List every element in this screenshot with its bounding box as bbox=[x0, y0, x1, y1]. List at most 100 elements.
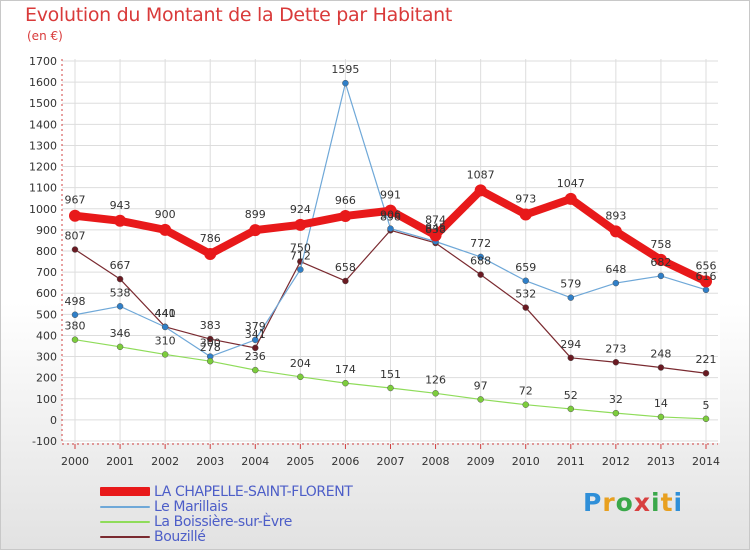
data-point bbox=[609, 225, 622, 238]
x-tick-label: 2010 bbox=[512, 455, 540, 468]
data-point bbox=[252, 336, 259, 344]
data-label: 838 bbox=[425, 223, 446, 236]
data-label: 151 bbox=[380, 368, 401, 381]
data-label: 380 bbox=[65, 320, 86, 333]
x-tick-label: 2007 bbox=[377, 455, 405, 468]
x-tick-label: 2004 bbox=[241, 455, 269, 468]
data-point bbox=[477, 271, 484, 278]
x-tick-label: 2014 bbox=[692, 455, 720, 468]
data-point bbox=[339, 209, 352, 222]
data-label: 5 bbox=[703, 399, 710, 412]
data-label: 310 bbox=[155, 334, 176, 347]
legend: LA CHAPELLE-SAINT-FLORENT Le Marillais L… bbox=[100, 484, 440, 545]
legend-swatch-le-marillais bbox=[100, 506, 150, 508]
data-point bbox=[161, 351, 169, 358]
logo-letter: P bbox=[583, 488, 603, 517]
data-label: 532 bbox=[515, 288, 536, 301]
proxiti-logo: Proxiti bbox=[583, 488, 683, 517]
legend-swatch-la-chapelle bbox=[100, 487, 150, 496]
data-label: 1595 bbox=[331, 63, 359, 76]
data-point bbox=[564, 192, 577, 205]
data-label: 758 bbox=[650, 238, 671, 251]
x-tick-label: 2012 bbox=[602, 455, 630, 468]
data-label: 498 bbox=[65, 295, 86, 308]
y-tick-label: 1600 bbox=[29, 76, 57, 89]
data-label: 845 bbox=[425, 222, 446, 235]
y-tick-label: 1300 bbox=[29, 139, 57, 152]
data-point bbox=[432, 390, 439, 397]
y-tick-label: 0 bbox=[50, 414, 57, 427]
data-label: 538 bbox=[110, 286, 131, 299]
x-tick-label: 2009 bbox=[467, 455, 495, 468]
x-tick-label: 2003 bbox=[196, 455, 224, 468]
data-point bbox=[342, 277, 349, 285]
data-point bbox=[249, 224, 262, 237]
legend-label-la-chapelle: LA CHAPELLE-SAINT-FLORENT bbox=[154, 484, 353, 500]
data-point bbox=[429, 229, 442, 242]
data-point bbox=[342, 79, 349, 87]
data-point bbox=[567, 405, 575, 413]
data-label: 616 bbox=[696, 270, 717, 283]
data-point bbox=[522, 304, 529, 311]
y-tick-label: 300 bbox=[36, 351, 57, 364]
data-point bbox=[612, 409, 620, 417]
data-point bbox=[700, 275, 712, 288]
data-label: 14 bbox=[654, 397, 668, 410]
legend-label-bouzille: Bouzillé bbox=[154, 529, 206, 545]
data-label: 383 bbox=[200, 319, 221, 332]
data-label: 1087 bbox=[467, 168, 495, 181]
data-label: 248 bbox=[650, 348, 671, 361]
legend-item-le-marillais: Le Marillais bbox=[100, 499, 440, 515]
logo-letter: r bbox=[602, 488, 616, 517]
data-point bbox=[657, 413, 665, 421]
data-label: 72 bbox=[519, 385, 533, 398]
data-point bbox=[567, 294, 575, 301]
data-label: 966 bbox=[335, 194, 356, 207]
data-label: 943 bbox=[110, 199, 131, 212]
legend-swatch-la-boissiere bbox=[100, 521, 150, 523]
logo-letter: t bbox=[660, 488, 674, 517]
data-label: 688 bbox=[470, 255, 491, 268]
y-tick-label: 100 bbox=[36, 393, 57, 406]
data-label: 441 bbox=[155, 307, 176, 320]
data-label: 379 bbox=[245, 320, 266, 333]
data-point bbox=[294, 218, 307, 231]
data-label: 300 bbox=[200, 337, 221, 350]
data-point bbox=[522, 401, 529, 408]
legend-label-le-marillais: Le Marillais bbox=[154, 499, 228, 515]
data-point bbox=[702, 286, 710, 294]
data-point bbox=[654, 253, 667, 266]
y-tick-label: 1400 bbox=[29, 118, 57, 131]
logo-letter: i bbox=[651, 488, 661, 517]
data-label: 126 bbox=[425, 373, 446, 386]
data-label: 1047 bbox=[557, 177, 585, 190]
data-label: 273 bbox=[605, 342, 626, 355]
data-label: 440 bbox=[155, 307, 176, 320]
logo-letter: x bbox=[633, 488, 651, 517]
data-point bbox=[116, 303, 124, 310]
y-tick-label: 700 bbox=[36, 266, 57, 279]
legend-label-la-boissiere: La Boissière-sur-Èvre bbox=[154, 514, 292, 530]
logo-letter: o bbox=[615, 488, 634, 517]
data-point bbox=[474, 184, 487, 197]
data-label: 648 bbox=[605, 263, 626, 276]
y-tick-label: 1200 bbox=[29, 161, 57, 174]
data-label: 52 bbox=[564, 389, 578, 402]
data-point bbox=[114, 214, 127, 227]
logo-letter: i bbox=[673, 488, 684, 517]
data-label: 174 bbox=[335, 363, 356, 376]
data-point bbox=[206, 357, 214, 365]
data-point bbox=[69, 209, 81, 222]
x-tick-label: 2005 bbox=[286, 455, 314, 468]
chart-title: Evolution du Montant de la Dette par Hab… bbox=[25, 4, 453, 26]
data-point bbox=[342, 379, 349, 387]
data-label: 236 bbox=[245, 350, 266, 363]
x-tick-label: 2011 bbox=[557, 455, 585, 468]
x-tick-label: 2008 bbox=[422, 455, 450, 468]
data-point bbox=[519, 208, 532, 221]
data-label: 656 bbox=[696, 259, 717, 272]
y-tick-label: 400 bbox=[36, 329, 57, 342]
x-tick-label: 2002 bbox=[151, 455, 179, 468]
data-point bbox=[116, 343, 124, 351]
data-label: 712 bbox=[290, 250, 311, 263]
